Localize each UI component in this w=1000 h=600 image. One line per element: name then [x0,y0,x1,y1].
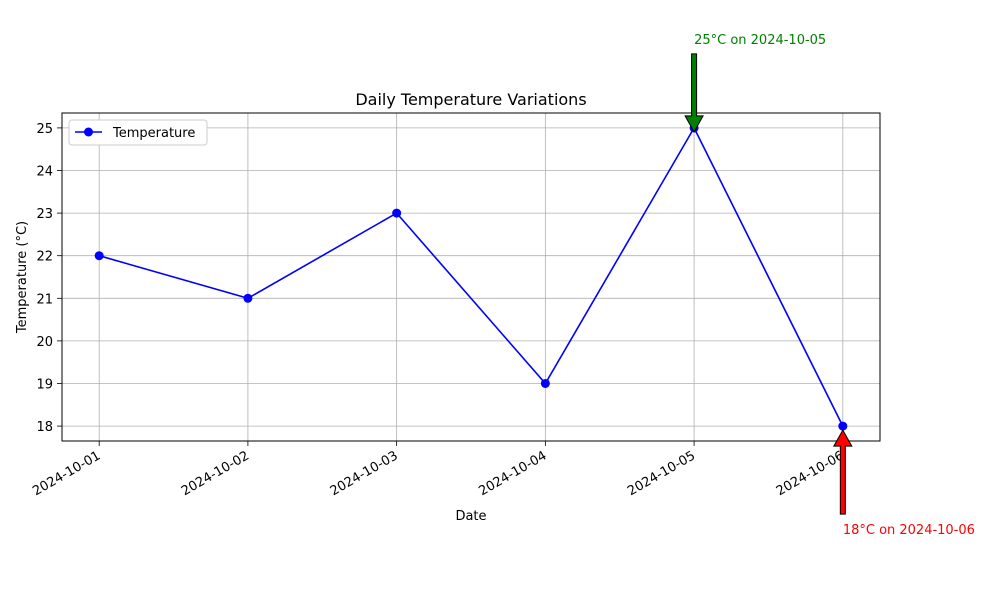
x-tick-label: 2024-10-01 [30,448,103,499]
x-tick-label: 2024-10-03 [328,448,401,499]
annotation-label: 18°C on 2024-10-06 [843,523,975,538]
y-tick-label: 24 [36,165,53,180]
annotation-arrow [832,429,853,515]
x-tick-label: 2024-10-02 [179,448,252,499]
y-axis: 18 19 20 21 22 23 24 25 [36,122,62,435]
legend-marker [84,127,93,137]
x-axis-label: Date [455,509,486,524]
y-tick-label: 18 [36,420,53,435]
series-layer [94,123,848,431]
chart-title: Daily Temperature Variations [355,90,586,109]
x-tick-label: 2024-10-04 [476,448,549,499]
data-point [243,293,253,303]
y-tick-label: 23 [36,207,53,222]
data-point [392,208,402,218]
x-tick-label: 2024-10-06 [774,448,847,499]
legend-label: Temperature [112,126,195,141]
y-tick-label: 19 [36,377,53,392]
y-tick-label: 22 [36,250,53,265]
series-line [98,126,844,427]
grid [62,113,880,441]
data-point [540,378,550,388]
annotations: 25°C on 2024-10-05 18°C on 2024-10-06 [684,33,975,538]
plot-frame [61,112,881,442]
x-tick-label: 2024-10-05 [625,448,698,499]
legend: Temperature [68,119,208,146]
data-point [838,421,848,431]
annotation-label: 25°C on 2024-10-05 [694,33,826,48]
data-point [94,251,104,261]
y-tick-label: 20 [36,335,53,350]
annotation-arrow [684,53,704,133]
x-axis: 2024-10-01 2024-10-02 2024-10-03 2024-10-04… [30,441,847,499]
legend-box [68,119,208,146]
y-tick-label: 21 [36,292,53,307]
y-tick-label: 25 [36,122,53,137]
y-axis-label: Temperature (°C) [15,221,30,334]
